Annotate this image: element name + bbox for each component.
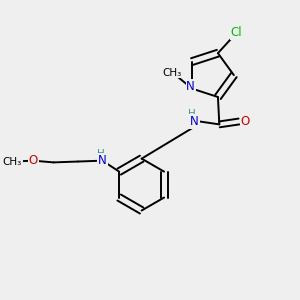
Text: H: H [188, 109, 196, 119]
Text: O: O [241, 115, 250, 128]
Text: N: N [186, 80, 195, 93]
Text: N: N [190, 115, 199, 128]
Text: N: N [98, 154, 107, 167]
Text: CH₃: CH₃ [162, 68, 182, 78]
Text: O: O [29, 154, 38, 167]
Text: CH₃: CH₃ [3, 157, 22, 166]
Text: H: H [98, 149, 105, 159]
Text: Cl: Cl [230, 26, 242, 39]
